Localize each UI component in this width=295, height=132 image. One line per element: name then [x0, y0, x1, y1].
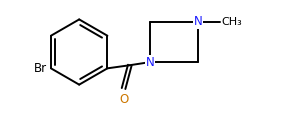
Text: N: N [146, 56, 154, 69]
Text: O: O [119, 93, 128, 106]
Text: Br: Br [34, 62, 47, 75]
Text: N: N [194, 15, 202, 28]
Text: CH₃: CH₃ [221, 17, 242, 27]
